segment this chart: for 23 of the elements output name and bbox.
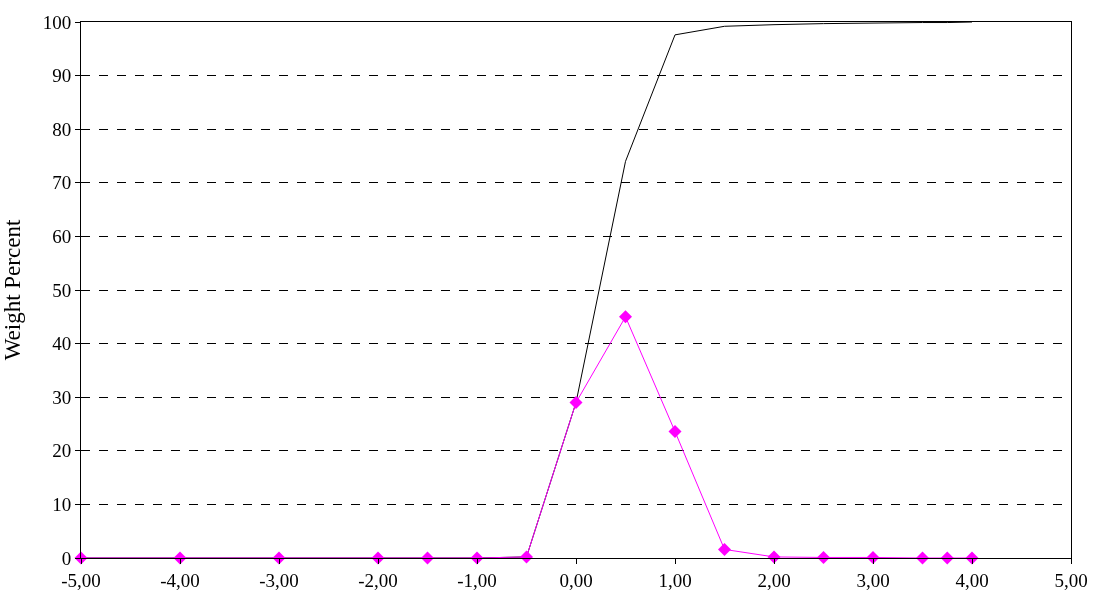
x-tick-label: -4,00 [160,569,200,591]
y-tick-label: 40 [52,333,72,355]
x-tick-label: 5,00 [1054,569,1088,591]
y-tick-label: 10 [52,494,72,516]
y-tick-label: 0 [61,547,72,569]
y-tick-label: 30 [52,386,72,408]
x-tick-label: -1,00 [457,569,497,591]
y-tick-label: 50 [52,279,72,301]
x-tick-label: -5,00 [61,569,101,591]
x-tick-label: 0,00 [559,569,593,591]
y-tick-label: 80 [52,118,72,140]
x-tick-label: -3,00 [259,569,299,591]
y-tick-label: 20 [52,440,72,462]
y-tick-label: 70 [52,172,72,194]
x-tick-label: 3,00 [856,569,890,591]
x-tick-label: 1,00 [658,569,692,591]
x-tick-label: 2,00 [757,569,791,591]
y-tick-label: 100 [42,11,72,33]
y-tick-label: 60 [52,226,72,248]
x-tick-label: 4,00 [955,569,989,591]
x-tick-label: -2,00 [358,569,398,591]
y-axis-title: Weight Percent [0,219,26,361]
y-tick-label: 90 [52,65,72,87]
